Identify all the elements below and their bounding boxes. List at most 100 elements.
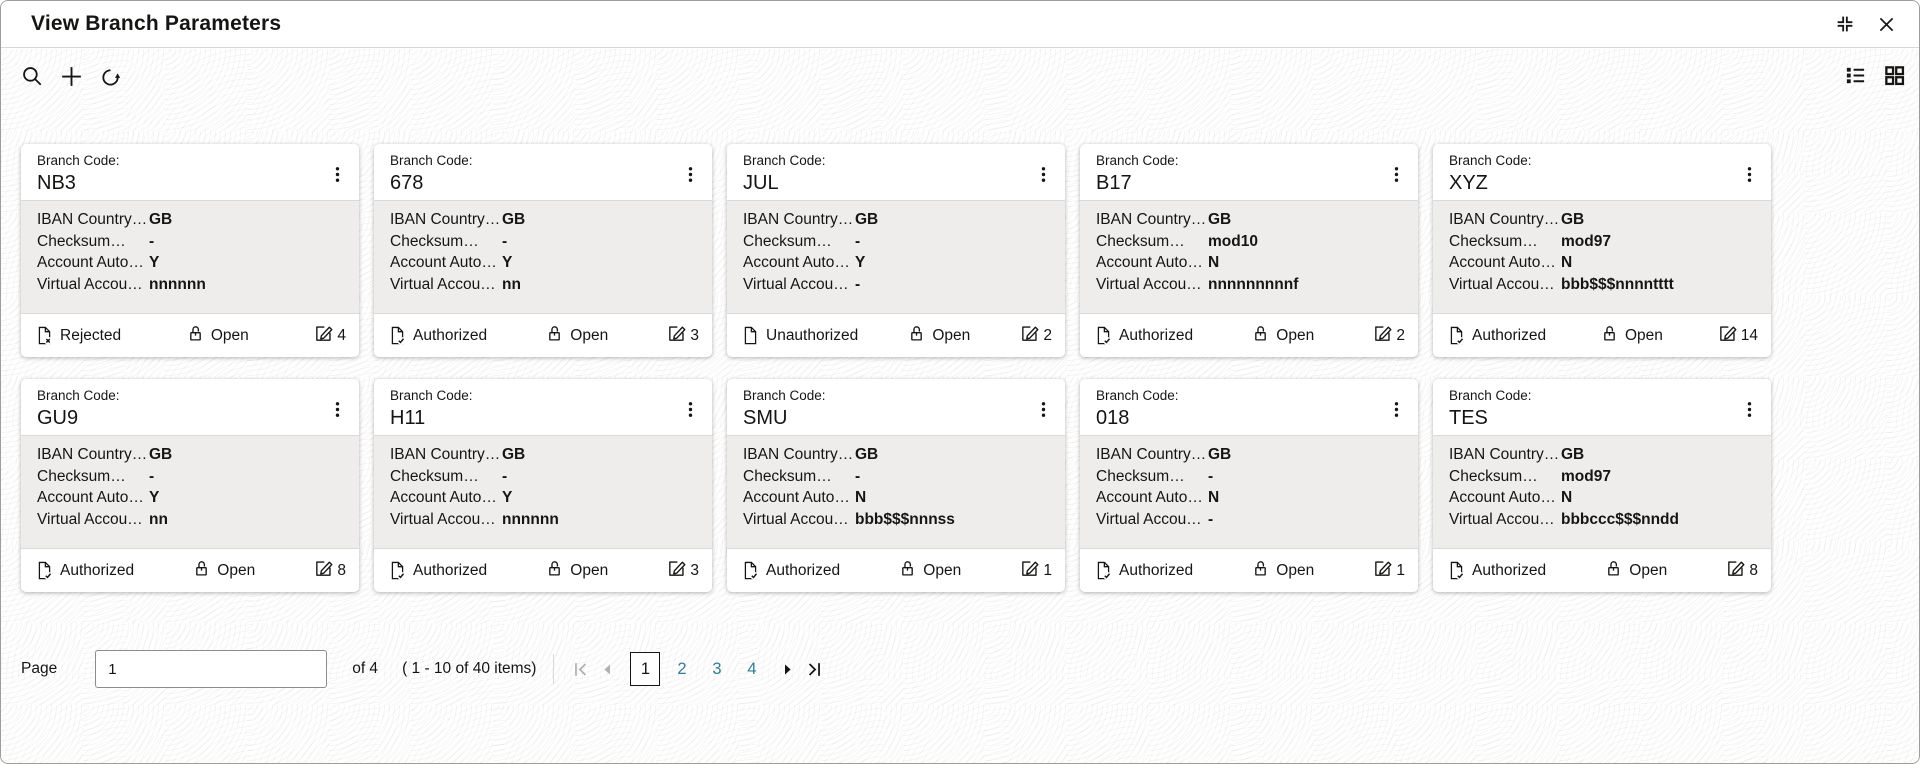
field-row: Account Auto… Y — [37, 252, 343, 274]
card-footer: Authorized Open — [21, 549, 359, 592]
field-label: Account Auto… — [37, 254, 144, 271]
kebab-menu-icon[interactable] — [681, 164, 700, 185]
field-label: Virtual Accou… — [390, 275, 496, 293]
field-label: IBAN Country… — [743, 446, 854, 463]
edit-count: 4 — [314, 324, 346, 348]
page-link[interactable]: 2 — [668, 652, 695, 686]
previous-page-icon[interactable] — [600, 662, 615, 677]
edit-count: 1 — [1373, 559, 1405, 583]
kebab-menu-icon[interactable] — [1387, 399, 1406, 420]
search-icon[interactable] — [21, 65, 44, 88]
field-row: Checksum… - — [390, 466, 696, 488]
field-row: Checksum… - — [37, 466, 343, 488]
record-status: Open — [908, 324, 970, 348]
field-row: Account Auto… N — [1096, 487, 1402, 509]
field-value: Y — [855, 254, 866, 271]
authorization-status: Authorized — [389, 561, 487, 580]
authorization-status-label: Authorized — [60, 561, 135, 579]
branch-code-label: Branch Code: — [390, 388, 473, 403]
edit-count: 3 — [667, 559, 699, 583]
page-of-label: of 4 — [352, 660, 379, 677]
page-link[interactable]: 3 — [703, 652, 730, 686]
kebab-menu-icon[interactable] — [1387, 164, 1406, 185]
field-row: Checksum… mod10 — [1096, 231, 1402, 253]
unlock-icon — [546, 559, 563, 583]
record-status-label: Open — [1629, 561, 1668, 579]
list-view-icon[interactable] — [1844, 64, 1867, 87]
page-link[interactable]: 4 — [738, 652, 765, 686]
branch-code-value: 678 — [390, 172, 424, 194]
card-footer: Authorized Open — [1080, 549, 1418, 592]
kebab-menu-icon[interactable] — [1034, 399, 1053, 420]
field-label: Account Auto… — [1096, 254, 1203, 271]
edit-count-value: 14 — [1740, 326, 1758, 344]
card-header: Branch Code: GU9 — [21, 379, 359, 435]
field-row: Virtual Accou… nn — [390, 274, 696, 296]
grid-view-icon[interactable] — [1883, 64, 1906, 87]
card-body: IBAN Country… GB Checksum… mod10 Account… — [1080, 200, 1418, 314]
kebab-menu-icon[interactable] — [681, 399, 700, 420]
edit-pencil-icon — [314, 559, 333, 583]
kebab-menu-icon[interactable] — [328, 399, 347, 420]
next-page-icon[interactable] — [780, 662, 795, 677]
branch-card: Branch Code: SMU IBAN Country… GB Checks… — [727, 379, 1065, 592]
record-status: Open — [193, 559, 255, 583]
kebab-menu-icon[interactable] — [1740, 399, 1759, 420]
edit-count: 1 — [1020, 559, 1052, 583]
field-value: bbb$$$nnnntttt — [1561, 275, 1674, 293]
authorization-status-label: Rejected — [60, 326, 122, 344]
branch-card: Branch Code: B17 IBAN Country… GB Checks… — [1080, 144, 1418, 357]
card-footer: Unauthorized Open — [727, 314, 1065, 357]
field-label: Account Auto… — [743, 489, 850, 506]
expand-corners-icon[interactable] — [1834, 13, 1856, 35]
field-label: IBAN Country… — [1449, 211, 1560, 228]
current-page-link[interactable]: 1 — [630, 652, 661, 686]
authorization-status-label: Authorized — [1472, 561, 1547, 579]
field-label: Virtual Accou… — [1096, 275, 1202, 293]
authorization-status: Authorized — [1448, 561, 1546, 580]
field-label: Checksum… — [1449, 467, 1538, 485]
field-row: Virtual Accou… bbb$$$nnnntttt — [1449, 274, 1755, 296]
field-row: IBAN Country… GB — [1449, 209, 1755, 231]
field-label: Virtual Accou… — [743, 510, 849, 528]
edit-count: 8 — [1726, 559, 1758, 583]
page-label: Page — [21, 660, 58, 677]
edit-pencil-icon — [667, 559, 686, 583]
record-status-label: Open — [932, 326, 971, 344]
unlock-icon — [187, 324, 204, 348]
unlock-icon — [1601, 324, 1618, 348]
kebab-menu-icon[interactable] — [328, 164, 347, 185]
status-doc-icon — [36, 561, 53, 580]
branch-card: Branch Code: JUL IBAN Country… GB Checks… — [727, 144, 1065, 357]
plus-icon[interactable] — [59, 64, 84, 89]
branch-code-value: JUL — [743, 172, 779, 194]
authorization-status-label: Authorized — [766, 561, 841, 579]
field-value: GB — [1561, 211, 1585, 228]
authorization-status: Authorized — [389, 326, 487, 345]
edit-count: 14 — [1718, 324, 1758, 348]
kebab-menu-icon[interactable] — [1034, 164, 1053, 185]
page-number-input[interactable] — [95, 650, 328, 688]
authorization-status: Authorized — [36, 561, 134, 580]
close-x-icon[interactable] — [1876, 14, 1897, 35]
card-footer: Authorized Open — [1433, 314, 1771, 357]
field-value: Y — [502, 489, 513, 506]
card-header: Branch Code: TES — [1433, 379, 1771, 435]
card-body: IBAN Country… GB Checksum… - Account Aut… — [374, 200, 712, 314]
branch-code-label: Branch Code: — [1449, 153, 1532, 168]
card-header: Branch Code: XYZ — [1433, 144, 1771, 200]
last-page-icon[interactable] — [804, 660, 823, 679]
authorization-status-label: Unauthorized — [766, 326, 859, 344]
field-value: mod10 — [1208, 232, 1258, 250]
unlock-icon — [546, 324, 563, 348]
first-page-icon[interactable] — [572, 660, 591, 679]
field-value: nnnnnn — [502, 510, 559, 528]
refresh-icon[interactable] — [99, 65, 122, 88]
field-value: Y — [149, 489, 160, 506]
kebab-menu-icon[interactable] — [1740, 164, 1759, 185]
field-value: Y — [149, 254, 160, 271]
branch-code-label: Branch Code: — [1096, 153, 1179, 168]
field-row: IBAN Country… GB — [390, 444, 696, 466]
